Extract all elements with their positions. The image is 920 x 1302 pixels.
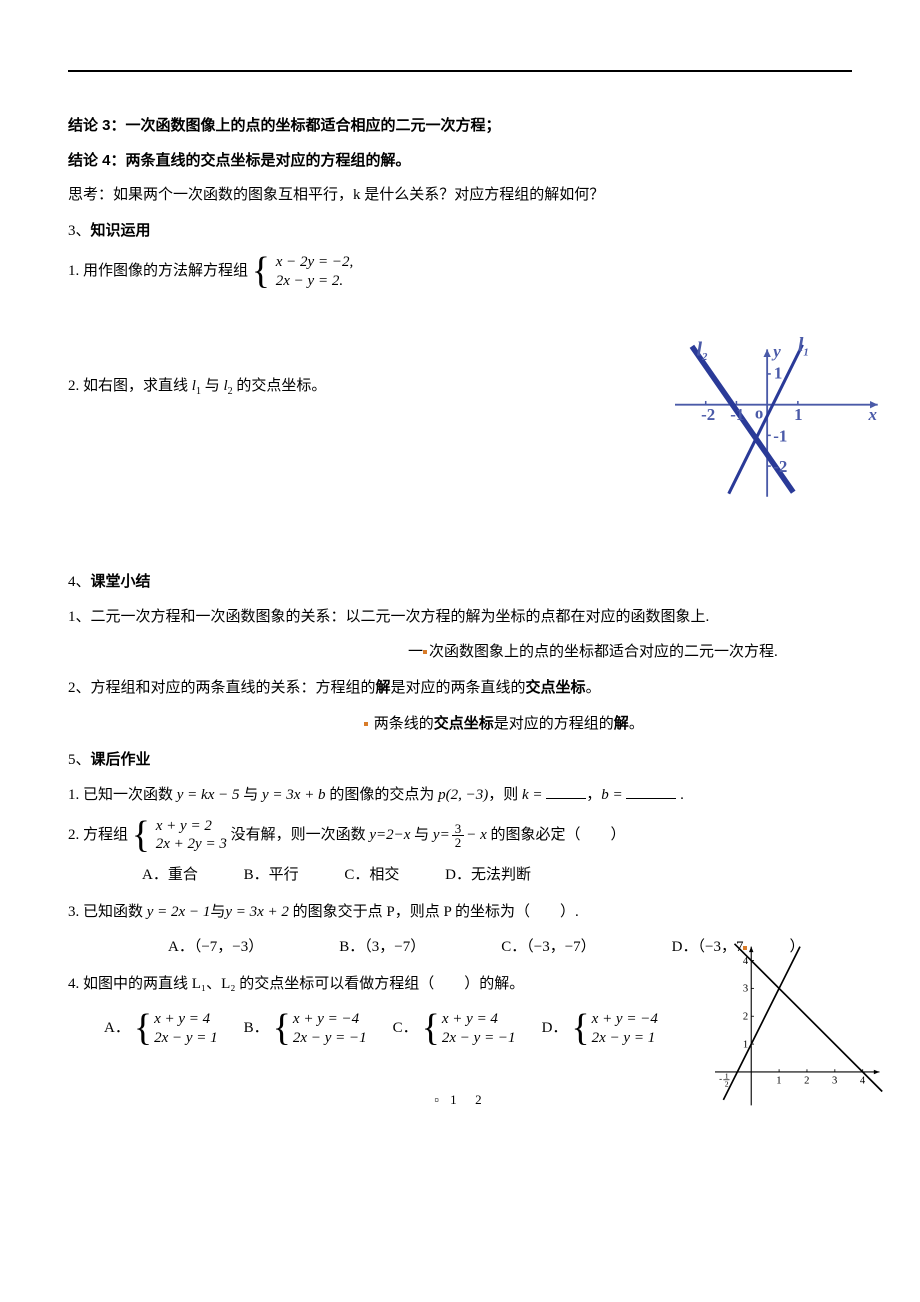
problem-1-equation: { x − 2y = −2, 2x − y = 2. (252, 253, 353, 291)
q2-opt-c[interactable]: C．相交 (344, 862, 399, 889)
svg-text:3: 3 (743, 984, 748, 995)
q4-opt-c[interactable]: C． { x + y = 4 2x − y = −1 (393, 1010, 516, 1048)
svg-text:2: 2 (804, 1076, 809, 1087)
svg-text:4: 4 (743, 956, 749, 967)
svg-text:1: 1 (743, 1039, 748, 1050)
question-2-options: A．重合 B．平行 C．相交 D．无法判断 (142, 862, 852, 889)
y-axis-arrow (763, 349, 770, 357)
graph-q4: 1 2 3 4 1 2 3 4 - 1 2 (710, 941, 890, 1111)
question-2: 2. 方程组 { x + y = 2 2x + 2y = 3 没有解，则一次函数… (68, 817, 852, 855)
q4-opt-d[interactable]: D． { x + y = −4 2x − y = 1 (542, 1010, 658, 1048)
q4-opt-b[interactable]: B． { x + y = −4 2x − y = −1 (244, 1010, 367, 1048)
line-neg (735, 944, 883, 1092)
conclusion-4: 结论 4：两条直线的交点坐标是对应的方程组的解。 (68, 147, 852, 174)
l2-label: l2 (697, 339, 709, 364)
tick-neg2: -2 (701, 405, 715, 424)
summary-1: 1、二元一次方程和一次函数图象的关系：以二元一次方程的解为坐标的点都在对应的函数… (68, 604, 852, 631)
question-1: 1. 已知一次函数 y = kx − 5 与 y = 3x + b 的图像的交点… (68, 782, 852, 809)
q2-eq1: x + y = 2 (156, 817, 227, 836)
q4-opt-a[interactable]: A． { x + y = 4 2x − y = 1 (104, 1010, 218, 1048)
line-pos (723, 946, 800, 1099)
svg-text:2: 2 (743, 1011, 748, 1022)
tick-1x: 1 (794, 405, 802, 424)
q3-opt-c[interactable]: C．（−3，−7） (501, 934, 595, 961)
svg-text:2: 2 (725, 1079, 729, 1088)
problem-1-text: 1. 用作图像的方法解方程组 (68, 263, 248, 279)
q3-opt-b[interactable]: B．（3，−7） (339, 934, 425, 961)
q2-opt-d[interactable]: D．无法判断 (445, 862, 531, 889)
conclusion-3: 结论 3：一次函数图像上的点的坐标都适合相应的二元一次方程； (68, 112, 852, 139)
tick-neg1y: -1 (773, 427, 787, 446)
section-3-title-text: 知识运用 (91, 222, 151, 239)
question-3: 3. 已知函数 y = 2x − 1与y = 3x + 2 的图象交于点 P，则… (68, 899, 852, 926)
y-label: y (771, 342, 781, 361)
blank-b[interactable] (626, 784, 676, 799)
tick-neg2y: -2 (773, 457, 787, 476)
l1-label: l1 (798, 334, 809, 359)
q2-opt-a[interactable]: A．重合 (142, 862, 198, 889)
summary-2: 2、方程组和对应的两条直线的关系：方程组的解是对应的两条直线的交点坐标。 (68, 674, 852, 702)
graph-l1-l2: -2 -1 1 1 -1 -2 o x y l1 l2 (675, 320, 890, 520)
problem-1: 1. 用作图像的方法解方程组 { x − 2y = −2, 2x − y = 2… (68, 253, 852, 291)
svg-text:1: 1 (776, 1076, 781, 1087)
eq-line-2: 2x − y = 2. (276, 272, 353, 291)
svg-text:4: 4 (860, 1076, 866, 1087)
tick-neg1: -1 (730, 405, 744, 424)
q2-opt-b[interactable]: B．平行 (244, 862, 299, 889)
section-4-title: 4、课堂小结 (68, 568, 852, 596)
eq-line-1: x − 2y = −2, (276, 253, 353, 272)
question-4: 4. 如图中的两直线 L₁、L₂ 的交点坐标可以看做方程组（ ）的解。 (68, 971, 708, 998)
summary-1b: 一次函数图象上的点的坐标都适合对应的二元一次方程. (408, 639, 852, 666)
x-label: x (868, 405, 878, 424)
header-rule (68, 70, 852, 72)
origin-label: o (755, 403, 763, 422)
section-3-title: 3、知识运用 (68, 217, 852, 245)
section-5-title: 5、课后作业 (68, 746, 852, 774)
blank-k[interactable] (546, 784, 586, 799)
summary-3: 两条线的交点坐标是对应的方程组的解。 (364, 710, 852, 738)
neg-half-tick: - (719, 1074, 722, 1084)
q3-opt-a[interactable]: A．（−7，−3） (168, 934, 263, 961)
thinking-prompt: 思考：如果两个一次函数的图象互相平行，k 是什么关系？对应方程组的解如何？ (68, 182, 852, 209)
svg-text:3: 3 (832, 1076, 837, 1087)
tick-1y: 1 (774, 364, 782, 383)
q2-eq2: 2x + 2y = 3 (156, 835, 227, 854)
